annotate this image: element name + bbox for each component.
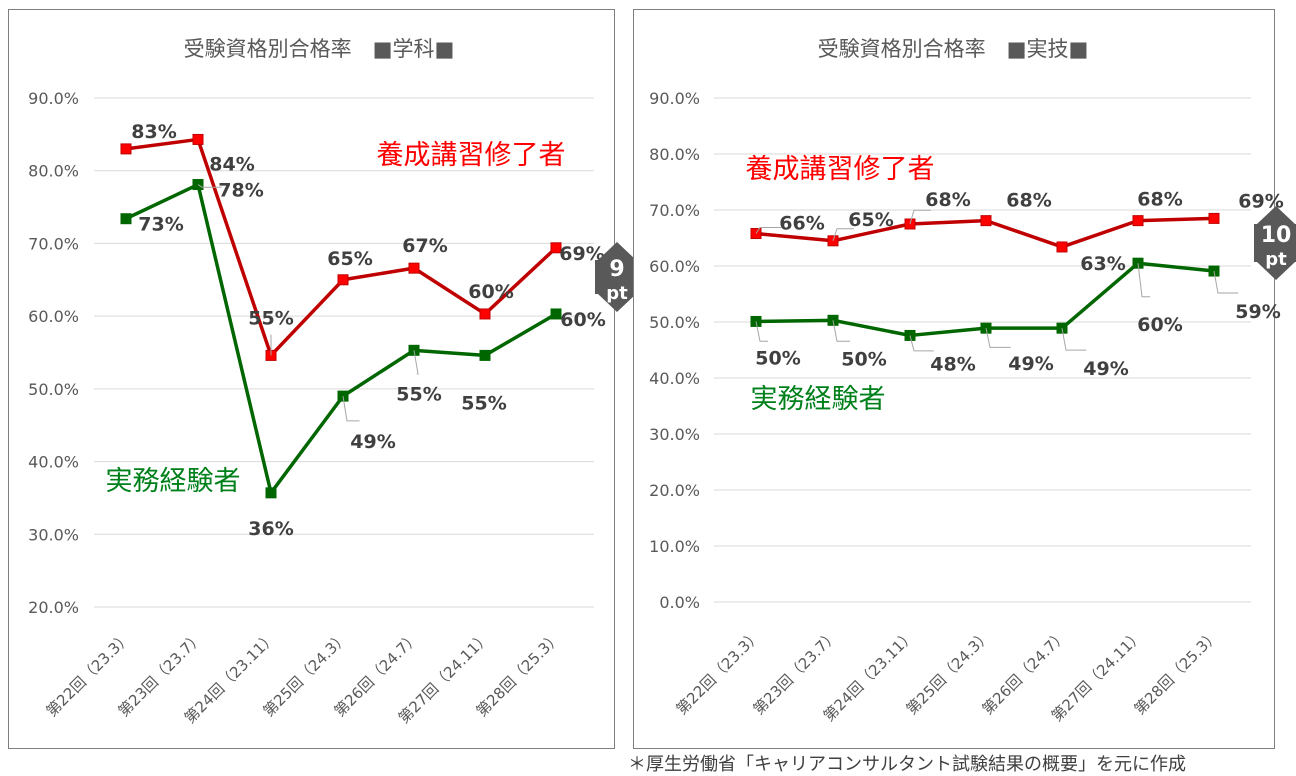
data-point-marker — [550, 242, 562, 254]
chart-practical-svg: 受験資格別合格率 ■実技■ 90.0% 80.0% 70.0% 60.0% 50.0% 40… — [649, 37, 1296, 725]
y-tick-label: 70.0% — [649, 201, 700, 220]
data-label: 83% — [131, 121, 176, 143]
leader-line — [413, 350, 419, 375]
data-label: 68% — [1006, 190, 1051, 212]
gap-badge-value: 9 — [609, 257, 624, 282]
leader-line — [342, 396, 360, 422]
y-tick-label: 20.0% — [649, 481, 700, 500]
data-point-marker — [1208, 212, 1220, 224]
chart-title: 受験資格別合格率 ■実技■ — [818, 37, 1089, 61]
data-label: 69% — [1238, 190, 1283, 212]
y-tick-label: 30.0% — [28, 525, 79, 544]
leader-line — [755, 226, 782, 234]
y-tick-label: 50.0% — [649, 313, 700, 332]
y-tick-label: 90.0% — [649, 89, 700, 108]
data-label: 69% — [559, 243, 604, 265]
data-label: 59% — [1235, 301, 1280, 323]
leader-line — [832, 320, 851, 342]
leader-line — [1137, 263, 1151, 298]
data-label: 49% — [350, 431, 395, 453]
data-label: 55% — [461, 392, 506, 414]
y-tick-label: 40.0% — [28, 453, 79, 472]
data-label: 65% — [327, 248, 372, 270]
data-label: 78% — [218, 180, 263, 202]
series-name-label: 養成講習修了者 — [746, 154, 935, 185]
data-point-marker — [1132, 215, 1144, 227]
data-label: 49% — [1083, 358, 1128, 380]
leader-line — [909, 209, 931, 225]
data-label: 60% — [1137, 314, 1182, 336]
data-point-marker — [1056, 241, 1068, 253]
y-tick-label: 90.0% — [28, 89, 79, 108]
data-point-marker — [408, 262, 420, 274]
data-label: 84% — [209, 153, 254, 175]
data-label: 50% — [841, 348, 886, 370]
data-point-marker — [265, 487, 277, 499]
leader-line — [1213, 270, 1239, 294]
gap-badge-unit: pt — [606, 283, 628, 304]
data-label: 68% — [1137, 189, 1182, 211]
gap-badge-unit: pt — [1265, 249, 1287, 270]
source-note: ＊厚生労働省「キャリアコンサルタント試験結果の概要」を元に作成 — [628, 754, 1186, 775]
data-label: 48% — [930, 353, 975, 375]
data-label: 63% — [1080, 253, 1125, 275]
y-tick-label: 0.0% — [659, 593, 700, 612]
data-label: 50% — [755, 347, 800, 369]
y-tick-label: 40.0% — [649, 369, 700, 388]
data-label: 36% — [248, 518, 293, 540]
data-label: 49% — [1008, 353, 1053, 375]
leader-line — [909, 335, 934, 352]
y-tick-label: 10.0% — [649, 537, 700, 556]
y-tick-label: 20.0% — [28, 598, 79, 617]
data-label: 60% — [560, 309, 605, 331]
data-label: 73% — [138, 214, 183, 236]
data-point-marker — [550, 308, 562, 320]
data-point-marker — [479, 308, 491, 320]
series-line-experience — [125, 182, 557, 495]
data-point-marker — [120, 143, 132, 155]
data-label: 66% — [779, 213, 824, 235]
data-label: 60% — [468, 281, 513, 303]
data-point-marker — [980, 215, 992, 227]
series-name-label: 養成講習修了者 — [377, 140, 566, 171]
data-label: 55% — [248, 307, 293, 329]
data-point-marker — [479, 349, 491, 361]
chart-title: 受験資格別合格率 ■学科■ — [184, 37, 455, 61]
data-point-marker — [120, 213, 132, 225]
y-tick-label: 60.0% — [28, 307, 79, 326]
data-label: 68% — [925, 189, 970, 211]
chart-panel-written: 受験資格別合格率 ■学科■ 90.0% 80.0% 70.0% 60.0% 50.0% 40… — [8, 9, 639, 749]
data-label: 65% — [848, 209, 893, 231]
y-tick-label: 30.0% — [649, 425, 700, 444]
data-point-marker — [192, 133, 204, 145]
y-tick-label: 80.0% — [649, 145, 700, 164]
y-tick-label: 60.0% — [649, 257, 700, 276]
gap-badge-value: 10 — [1261, 223, 1292, 248]
y-tick-label: 80.0% — [28, 162, 79, 181]
leader-line — [1061, 328, 1087, 351]
chart-written-svg: 受験資格別合格率 ■学科■ 90.0% 80.0% 70.0% 60.0% 50.0% 40… — [28, 37, 639, 727]
y-tick-label: 50.0% — [28, 380, 79, 399]
series-name-label: 実務経験者 — [106, 466, 241, 497]
series-name-label: 実務経験者 — [751, 384, 886, 415]
leader-line — [832, 228, 854, 241]
chart-panel-practical: 受験資格別合格率 ■実技■ 90.0% 80.0% 70.0% 60.0% 50.0% 40… — [633, 9, 1296, 749]
data-label: 67% — [402, 235, 447, 257]
gap-arrow-badge — [595, 242, 639, 312]
leader-line — [985, 328, 1011, 348]
leader-line — [755, 321, 769, 342]
y-tick-label: 70.0% — [28, 234, 79, 253]
data-label: 55% — [396, 383, 441, 405]
data-point-marker — [337, 274, 349, 286]
gap-arrow-badge — [1254, 206, 1296, 280]
leader-line — [197, 184, 222, 188]
